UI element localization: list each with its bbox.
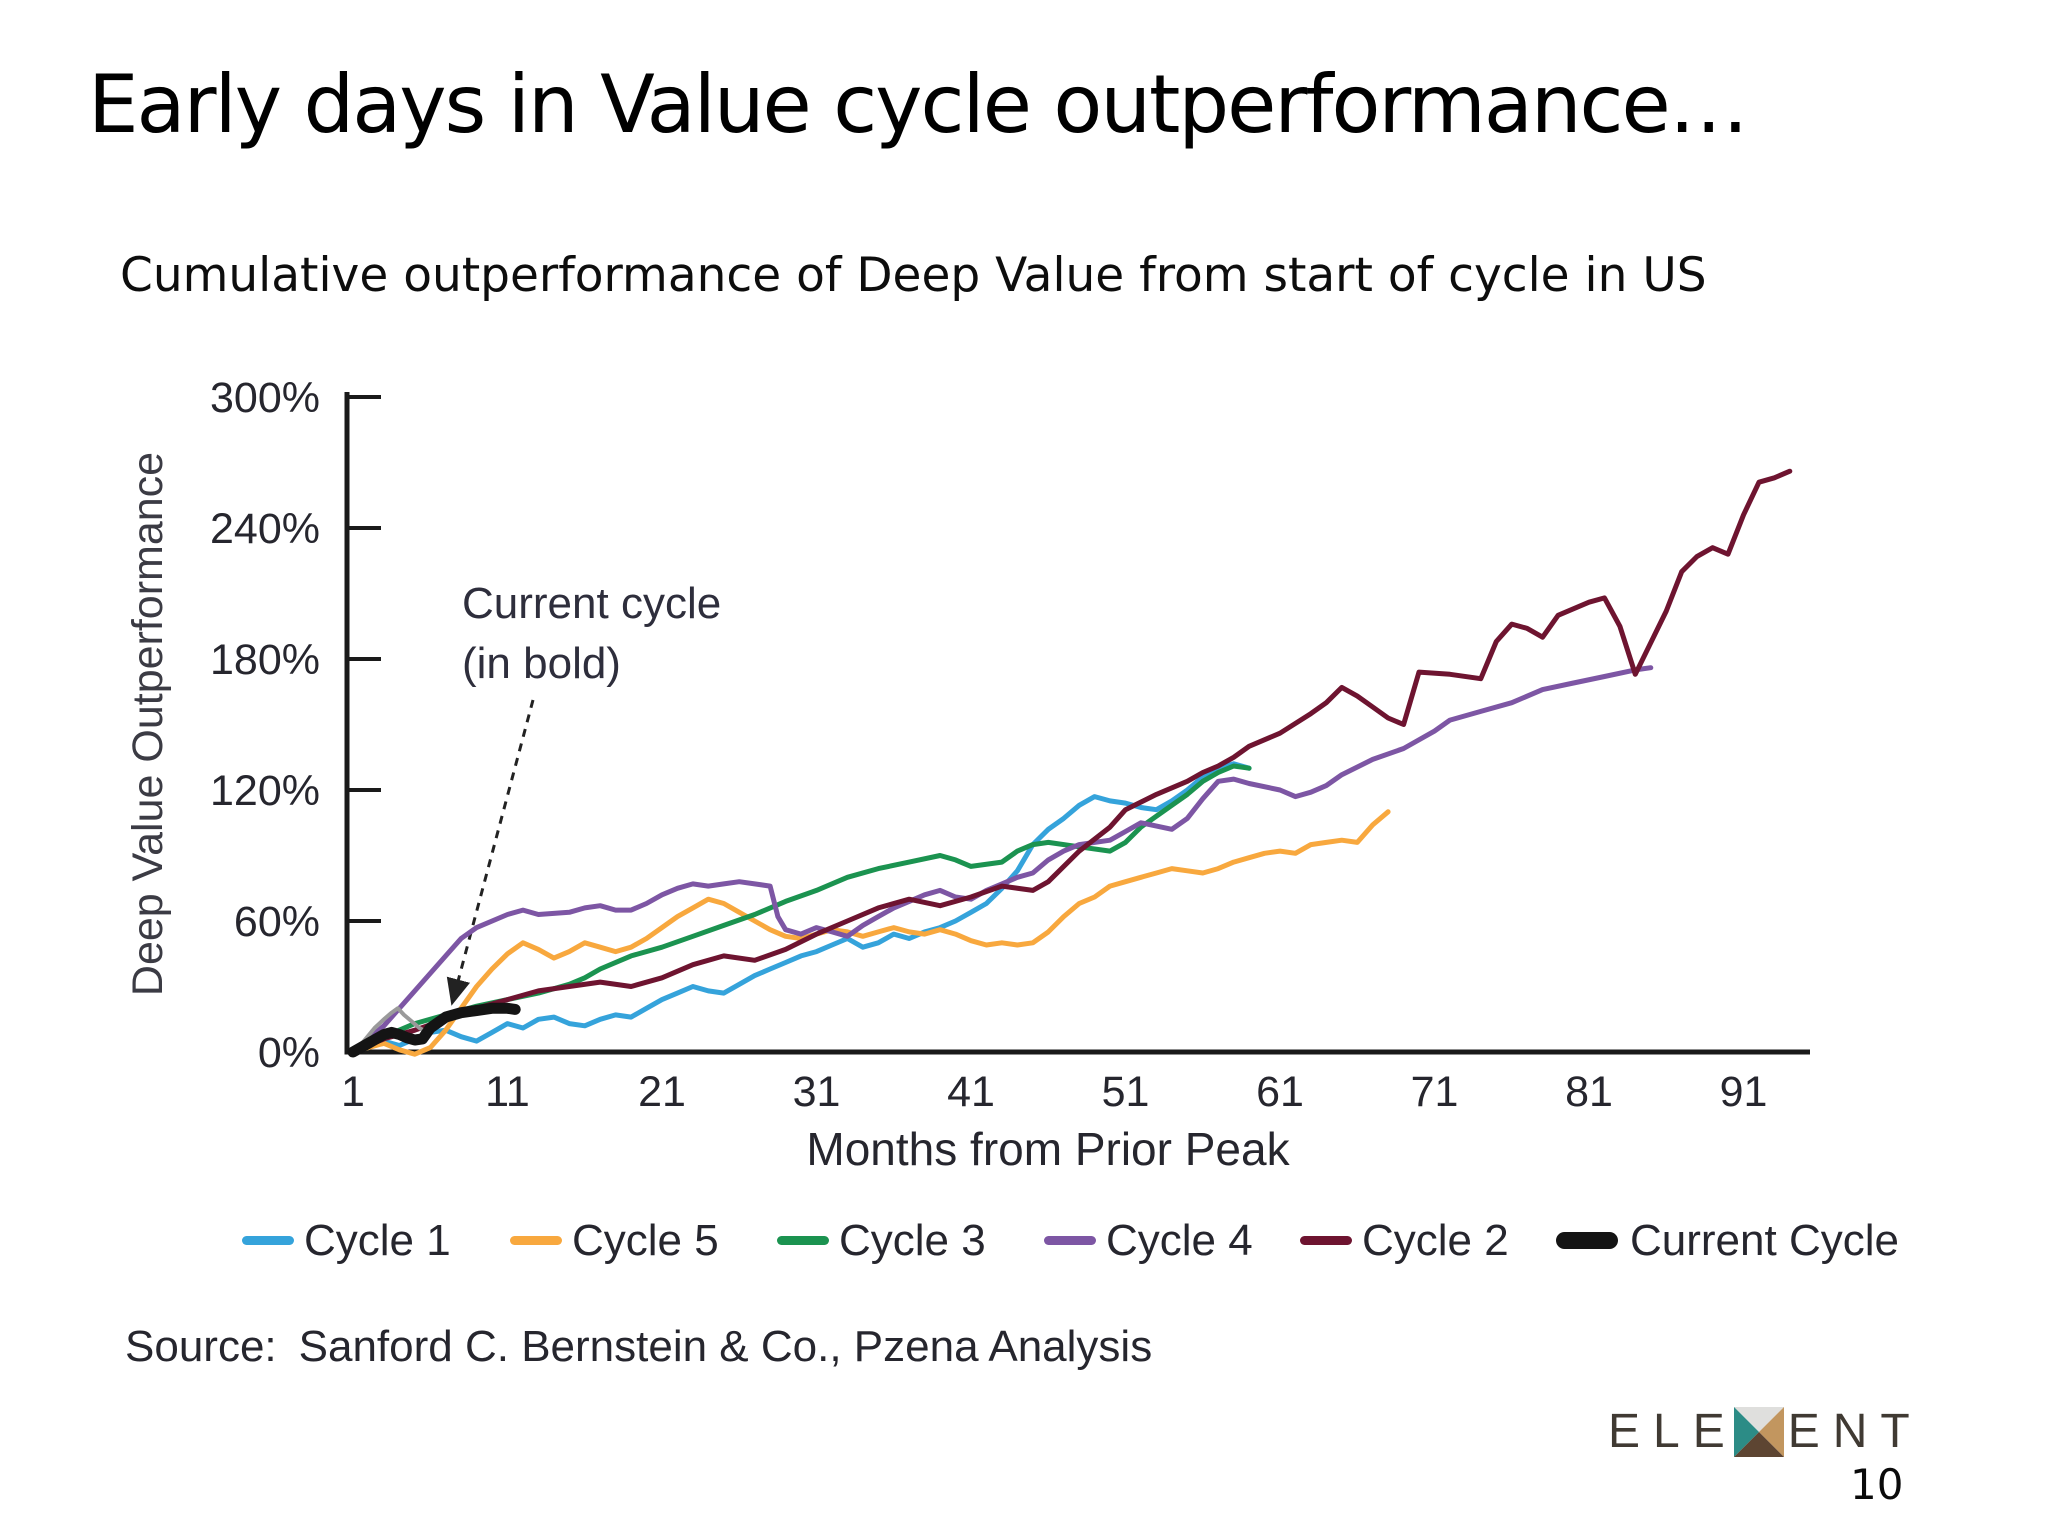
annotation-arrow [446,699,535,1006]
y-axis-title: Deep Value Outperformance [124,452,172,996]
series-current-cycle [347,1002,521,1058]
y-tick-label: 300% [210,374,320,422]
legend-swatch [510,1236,562,1245]
x-tick-label: 41 [947,1068,995,1116]
x-tick-label: 81 [1565,1068,1613,1116]
series-cycle-1 [350,761,1252,1055]
x-axis-title: Months from Prior Peak [806,1123,1290,1175]
annotation-line-2: (in bold) [462,639,621,688]
legend-swatch [1300,1236,1352,1245]
series-cycle-2 [350,468,1793,1055]
y-tick-label: 60% [234,898,320,946]
legend-label: Current Cycle [1630,1216,1899,1265]
legend-label: Cycle 1 [304,1216,451,1265]
series-lead-in-shadow [351,1006,431,1054]
annotation-line-1: Current cycle [462,579,721,628]
x-tick-label: 21 [638,1068,686,1116]
source-text: Sanford C. Bernstein & Co., Pzena Analys… [298,1322,1153,1371]
legend-label: Cycle 4 [1106,1216,1253,1265]
x-tick-label: 51 [1102,1068,1150,1116]
legend-label: Cycle 2 [1362,1216,1509,1265]
element-logo: ELE ENT [1608,1404,1923,1460]
slide-title: Early days in Value cycle outperformance… [88,58,1749,151]
y-tick-label: 120% [210,767,320,815]
legend-label: Cycle 5 [572,1216,719,1265]
logo-letters-suffix: ENT [1787,1405,1923,1458]
x-tick-label: 1 [341,1068,365,1116]
series-cycle-4 [350,665,1654,1055]
legend-label: Cycle 3 [839,1216,986,1265]
legend-swatch [242,1236,294,1245]
pyramid-diamond-icon [1733,1407,1784,1457]
x-tick-label: 11 [485,1068,530,1116]
logo-letters-prefix: ELE [1608,1405,1738,1458]
x-tick-label: 31 [793,1068,841,1116]
y-tick-label: 240% [210,505,320,553]
source-label: Source: [125,1322,277,1371]
x-tick-label: 71 [1411,1068,1459,1116]
page-number: 10 [1850,1460,1904,1509]
source-note: Source: Sanford C. Bernstein & Co., Pzena… [125,1322,1152,1372]
series-cycle-5 [350,809,1391,1057]
x-tick-label: 61 [1256,1068,1304,1116]
legend-swatch [1044,1236,1096,1245]
y-tick-label: 0% [258,1029,320,1077]
chart-legend: Cycle 1 Cycle 5 Cycle 3 Cycle 4 Cycle 2 Curre… [0,1212,2048,1272]
chart-title: Cumulative outperformance of Deep Value … [120,248,1707,303]
legend-swatch [1556,1232,1618,1249]
x-tick-label: 91 [1720,1068,1768,1116]
y-tick-label: 180% [210,636,320,684]
legend-swatch [777,1236,829,1245]
